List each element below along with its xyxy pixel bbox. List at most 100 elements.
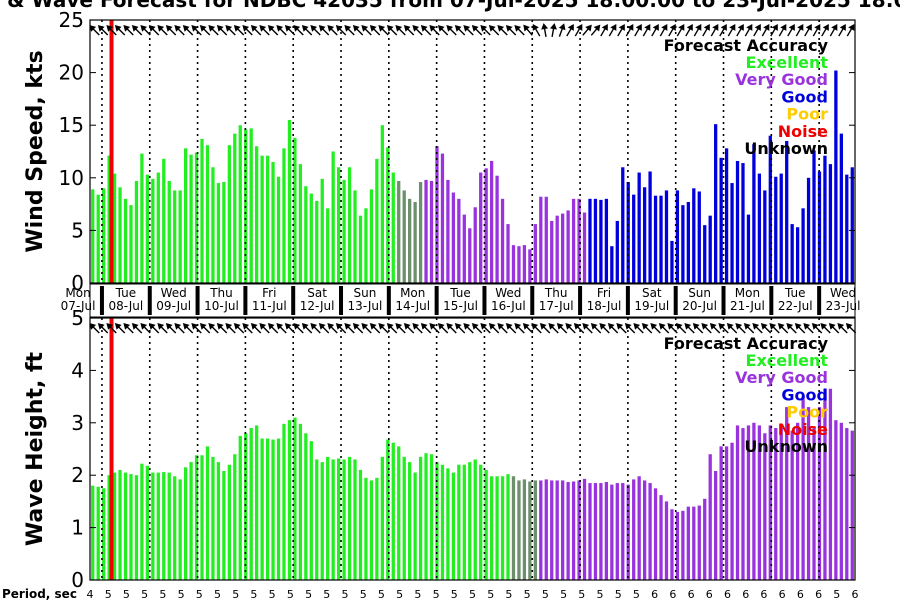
wind-bar xyxy=(522,245,527,283)
day-divider xyxy=(625,286,630,315)
wind-direction-arrow-icon xyxy=(550,23,557,38)
wind-direction-arrow-icon xyxy=(753,23,761,37)
wind-bar xyxy=(763,190,767,283)
day-name-label: Wed xyxy=(830,286,856,300)
period-value: 5 xyxy=(323,588,330,600)
wave-bar xyxy=(724,446,729,580)
wave-bar xyxy=(178,479,182,580)
wave-bar xyxy=(703,498,707,580)
wind-ytick-label: 20 xyxy=(59,61,84,85)
wind-direction-arrow-icon xyxy=(651,23,659,37)
wave-bar xyxy=(522,479,527,580)
wave-direction-arrow-icon xyxy=(650,323,661,334)
wind-bar xyxy=(265,155,270,283)
wind-bar xyxy=(708,215,712,283)
wave-direction-arrow-icon xyxy=(352,323,364,334)
wave-bar xyxy=(550,480,554,580)
wind-direction-arrow-icon xyxy=(558,23,566,37)
wave-bar xyxy=(358,469,363,580)
wave-bar xyxy=(205,446,210,580)
wave-direction-arrow-icon xyxy=(684,323,695,334)
period-value: 6 xyxy=(688,588,695,600)
day-date-label: 14-Jul xyxy=(395,299,430,313)
wind-direction-arrow-icon xyxy=(89,25,100,36)
wind-bar xyxy=(528,249,532,283)
wave-bar xyxy=(331,459,335,580)
wave-bar xyxy=(189,462,193,580)
wave-bar xyxy=(533,480,537,580)
wind-bar xyxy=(834,70,838,283)
wind-bar xyxy=(681,205,685,283)
wave-direction-arrow-icon xyxy=(454,323,466,334)
wave-ylabel: Wave Height, ft xyxy=(23,351,48,546)
wind-bar xyxy=(216,183,221,283)
wind-bar xyxy=(369,189,374,283)
wind-bar xyxy=(593,198,598,283)
wave-bar xyxy=(265,438,270,580)
wind-bar xyxy=(823,155,827,283)
wave-plot-frame xyxy=(89,317,856,581)
wind-direction-arrow-icon xyxy=(403,25,415,36)
wave-legend-item: Excellent xyxy=(746,351,829,370)
wave-legend-item: Good xyxy=(781,385,828,404)
wave-bar xyxy=(134,475,139,580)
wind-direction-arrow-icon xyxy=(148,25,160,36)
wave-direction-arrow-icon xyxy=(709,323,721,334)
wave-bar xyxy=(200,455,204,580)
wind-bar xyxy=(714,124,718,284)
wave-bar xyxy=(96,486,100,580)
wave-direction-arrow-icon xyxy=(463,323,474,334)
wave-bar xyxy=(244,433,248,580)
wave-direction-arrow-icon xyxy=(522,323,534,334)
wave-bar xyxy=(774,428,778,580)
wave-bar xyxy=(757,425,762,580)
wind-bar xyxy=(233,133,237,283)
wave-direction-arrow-icon xyxy=(624,323,636,334)
wind-bar xyxy=(845,174,849,283)
wind-bar xyxy=(315,200,319,283)
wave-bar xyxy=(336,458,341,580)
wave-bar xyxy=(380,456,384,580)
period-value: 6 xyxy=(724,588,731,600)
day-date-label: 20-Jul xyxy=(682,299,717,313)
wind-bar xyxy=(151,178,155,283)
wind-bar xyxy=(358,215,363,283)
wind-direction-arrow-icon xyxy=(497,25,508,36)
wave-bar xyxy=(681,510,685,580)
wind-bar xyxy=(173,190,177,283)
wind-direction-arrow-icon xyxy=(642,23,651,37)
wave-legend-item: Very Good xyxy=(735,368,828,387)
wave-bar xyxy=(528,481,532,580)
wind-bar xyxy=(255,146,259,283)
wave-bar xyxy=(708,454,712,580)
wave-bar xyxy=(768,425,772,580)
wind-bar xyxy=(582,212,587,283)
wave-bar xyxy=(566,482,570,580)
wind-bar xyxy=(462,214,466,283)
wind-bar xyxy=(610,246,614,283)
wave-bar xyxy=(555,480,559,580)
period-value: 6 xyxy=(742,588,749,600)
wave-bar xyxy=(571,481,576,580)
day-name-label: Wed xyxy=(495,286,521,300)
wave-direction-arrow-icon xyxy=(675,323,687,334)
wave-direction-arrow-icon xyxy=(225,323,236,334)
wind-bar xyxy=(211,167,215,283)
wave-bar xyxy=(642,480,647,580)
wind-bar xyxy=(741,163,745,283)
wind-bar xyxy=(550,220,554,283)
wind-direction-arrow-icon xyxy=(702,23,710,37)
wind-direction-arrow-icon xyxy=(327,25,338,36)
wind-legend-item: Good xyxy=(781,87,828,106)
wind-direction-arrow-icon xyxy=(608,23,617,37)
wind-bar xyxy=(752,144,756,283)
wave-bar xyxy=(795,422,800,580)
wind-bar xyxy=(670,240,674,283)
wave-direction-arrow-icon xyxy=(803,323,814,334)
period-value: 5 xyxy=(141,588,148,600)
date-strip xyxy=(89,283,856,318)
wave-bar xyxy=(561,480,565,580)
wind-direction-arrow-icon xyxy=(208,25,219,36)
wave-bar xyxy=(107,475,111,580)
wave-bar xyxy=(298,423,303,580)
